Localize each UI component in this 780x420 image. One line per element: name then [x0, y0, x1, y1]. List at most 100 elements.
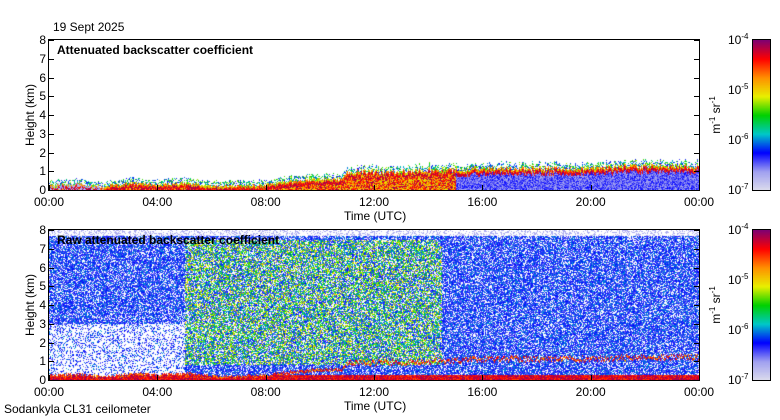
y-tick-right: [694, 171, 699, 173]
y-tick: [49, 171, 54, 173]
y-tick-label: 0: [39, 183, 46, 197]
colorbar-tick-label: 10-6: [728, 322, 749, 338]
tick-exponent: -6: [741, 132, 749, 141]
x-tick-label: 08:00: [250, 385, 281, 399]
y-tick-label: 1: [39, 354, 46, 369]
x-tick: [49, 185, 50, 190]
colorbar-tick-label: 10-7: [728, 373, 748, 388]
y-tick-right: [694, 133, 699, 135]
colorbar: [753, 230, 770, 380]
y-tick-right: [694, 267, 699, 269]
unit-part: -1: [708, 96, 717, 104]
y-tick-right: [694, 361, 699, 363]
tick-base: 10: [728, 223, 742, 237]
plot-title: Attenuated backscatter coefficient: [57, 43, 254, 57]
tick-exponent: -5: [741, 272, 749, 281]
y-axis-label: Height (km): [23, 274, 37, 337]
y-tick-label: 4: [39, 108, 46, 122]
y-tick-right: [694, 248, 699, 250]
x-tick: [699, 185, 700, 190]
y-tick-label: 7: [39, 51, 46, 66]
x-tick-label: 00:00: [33, 195, 65, 209]
colorbar-tick-label: 10-4: [728, 222, 749, 238]
x-tick-label: 04:00: [142, 195, 173, 209]
y-tick-right: [694, 380, 699, 381]
y-tick-label: 8: [39, 223, 46, 237]
tick-base: 10: [728, 83, 742, 97]
y-tick-label: 3: [39, 316, 46, 331]
x-tick-label: 16:00: [467, 195, 498, 209]
tick-base: 10: [728, 273, 742, 287]
x-tick: [374, 375, 375, 380]
x-tick: [265, 375, 267, 380]
y-tick: [49, 342, 54, 344]
tick-exponent: -4: [741, 32, 749, 41]
tick-exponent: -4: [741, 222, 749, 231]
y-tick-right: [694, 77, 699, 79]
colorbar-tick-label: 10-7: [728, 182, 749, 198]
y-tick-right: [694, 323, 699, 325]
x-tick-label: 20:00: [575, 385, 606, 399]
x-axis-label: Time (UTC): [344, 399, 407, 413]
colorbar-tick-label: 10-5: [728, 82, 749, 98]
unit-part: -1: [708, 286, 717, 294]
plot-frame: [48, 229, 700, 381]
y-tick-label: 2: [39, 335, 46, 350]
y-tick-label: 7: [39, 241, 46, 256]
y-axis-label: Height (km): [23, 84, 37, 147]
colorbar: [753, 40, 770, 190]
x-tick: [482, 185, 484, 190]
tick-exponent: -5: [741, 82, 749, 91]
y-tick-right: [694, 286, 699, 288]
colorbar-tick-label: 10-4: [728, 32, 749, 48]
y-tick: [49, 286, 54, 288]
colorbar-unit-label: m-1 sr-1: [708, 275, 723, 335]
y-tick-right: [694, 115, 699, 116]
tick-base: 10: [728, 133, 742, 147]
x-tick: [157, 185, 159, 190]
tick-exponent: -7: [741, 182, 749, 191]
x-tick-label: 00:00: [683, 195, 715, 209]
unit-part: sr: [709, 103, 723, 117]
colorbar-tick-label: 10-5: [728, 272, 749, 288]
y-tick: [49, 267, 54, 269]
y-tick: [49, 58, 54, 60]
y-tick-label: 5: [39, 279, 46, 294]
x-tick-label: 00:00: [683, 385, 715, 399]
x-tick: [157, 375, 159, 380]
colorbar-unit-label: m-1 sr-1: [708, 85, 723, 145]
x-tick: [699, 375, 700, 380]
x-tick-label: 12:00: [358, 195, 390, 209]
y-tick-right: [694, 305, 699, 306]
raw-backscatter-heatmap: [49, 230, 699, 380]
x-tick-label: 16:00: [467, 385, 498, 399]
unit-part: m: [709, 313, 723, 324]
x-tick-label: 08:00: [250, 195, 281, 209]
y-tick-right: [694, 96, 699, 98]
y-tick-label: 2: [39, 145, 46, 160]
y-tick: [49, 152, 54, 154]
x-tick-label: 04:00: [142, 385, 173, 399]
y-tick-label: 6: [39, 260, 46, 275]
y-tick-label: 6: [39, 70, 46, 85]
tick-base: 10: [728, 323, 742, 337]
y-tick: [49, 115, 54, 116]
unit-part: m: [709, 123, 723, 134]
colorbar-tick-label: 10-6: [728, 132, 749, 148]
tick-exponent: -6: [741, 322, 749, 331]
y-tick: [49, 361, 54, 363]
colorbar-frame: [752, 39, 771, 191]
y-tick: [49, 190, 54, 191]
y-tick-right: [694, 58, 699, 60]
y-tick-right: [694, 230, 699, 231]
x-tick: [265, 185, 267, 190]
y-tick: [49, 323, 54, 325]
plot-frame: [48, 39, 700, 191]
station-label: Sodankyla CL31 ceilometer: [4, 402, 151, 416]
y-tick-right: [694, 40, 699, 41]
y-tick-label: 8: [39, 33, 46, 47]
colorbar-frame: [752, 229, 771, 381]
x-tick: [49, 375, 50, 380]
plot-title: Raw attenuated backscatter coefficient: [57, 233, 280, 247]
